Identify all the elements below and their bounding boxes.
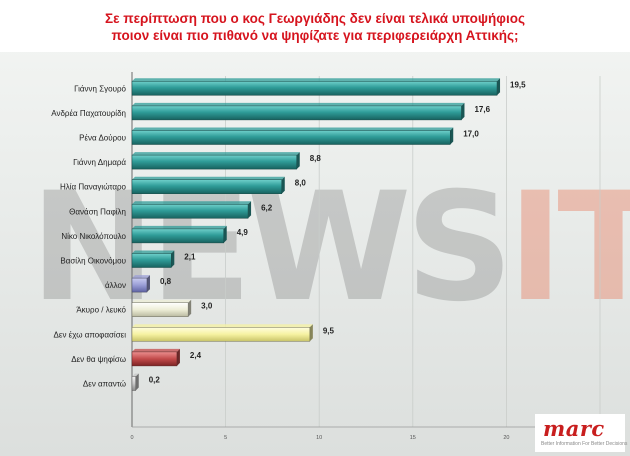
bar xyxy=(131,81,498,96)
category-label: Γιάννη Σγουρό xyxy=(74,84,126,93)
bar-side-8 xyxy=(146,275,150,293)
value-label: 8,8 xyxy=(310,154,322,163)
bar xyxy=(131,154,297,170)
category-label: Δεν απαντώ xyxy=(83,380,126,389)
category-label: Ρένα Δούρου xyxy=(79,134,126,143)
category-label: Ηλία Παναγιώταρο xyxy=(60,183,127,192)
x-tick-label: 10 xyxy=(316,435,322,441)
category-label: άλλον xyxy=(105,281,126,290)
brand-tagline: Better Information For Better Decisions xyxy=(541,441,628,447)
bar-side-0 xyxy=(497,78,501,96)
bars xyxy=(131,78,501,391)
bar-side-9 xyxy=(188,299,192,317)
bar xyxy=(131,302,189,317)
x-tick-label: 0 xyxy=(130,435,133,441)
bar-side-3 xyxy=(296,152,300,170)
brand-name: marc xyxy=(543,416,605,441)
bar-side-5 xyxy=(248,201,252,219)
category-label: Δεν έχω αποφασίσει xyxy=(54,330,127,339)
value-label: 2,4 xyxy=(190,351,202,360)
value-label: 0,2 xyxy=(149,376,161,385)
value-label: 0,8 xyxy=(160,277,172,286)
bar-side-4 xyxy=(281,176,285,194)
bar-top-12 xyxy=(132,373,139,377)
value-label: 17,0 xyxy=(463,130,479,139)
bar-top-11 xyxy=(132,348,180,352)
bar-top-3 xyxy=(132,152,300,156)
chart-title: Σε περίπτωση που ο κος Γεωργιάδης δεν εί… xyxy=(0,0,630,52)
bar xyxy=(131,277,148,293)
bar-side-6 xyxy=(223,225,227,243)
title-line-1: Σε περίπτωση που ο κος Γεωργιάδης δεν εί… xyxy=(105,11,525,26)
bar-top-8 xyxy=(132,275,150,279)
bar xyxy=(131,253,172,268)
category-label: Γιάννη Δημαρά xyxy=(73,158,126,167)
value-label: 9,5 xyxy=(323,326,335,335)
bar-side-11 xyxy=(176,348,180,366)
bar-top-4 xyxy=(132,176,285,180)
bar-side-12 xyxy=(135,373,139,391)
watermark-main-text: NEWS xyxy=(30,161,513,335)
bar xyxy=(131,179,283,194)
category-label: Θανάση Παφίλη xyxy=(69,207,126,216)
bar-top-10 xyxy=(132,324,313,328)
category-label: Δεν θα ψηφίσω xyxy=(71,355,126,364)
bar-top-5 xyxy=(132,201,252,205)
category-label: Άκυρο / λευκό xyxy=(76,306,126,315)
value-label: 2,1 xyxy=(184,253,196,262)
bar-top-2 xyxy=(132,127,454,131)
bar xyxy=(131,228,224,244)
value-label: 19,5 xyxy=(510,80,526,89)
bar-side-2 xyxy=(450,127,454,145)
bar-side-1 xyxy=(461,102,465,120)
axes xyxy=(131,72,600,428)
bar-side-7 xyxy=(171,250,175,268)
category-label: Ανδρέα Παχατουρίδη xyxy=(51,109,126,118)
bar xyxy=(131,130,451,145)
bar-side-10 xyxy=(309,324,313,342)
bar xyxy=(131,204,249,219)
bar xyxy=(131,105,462,121)
category-label: Βασίλη Οικονόμου xyxy=(60,257,126,266)
value-label: 8,0 xyxy=(295,179,307,188)
x-tick-label: 5 xyxy=(224,435,227,441)
bar-top-9 xyxy=(132,299,192,303)
bar xyxy=(131,327,311,342)
watermark-accent-text: IT xyxy=(507,161,630,335)
value-label: 4,9 xyxy=(237,228,249,237)
x-tick-label: 20 xyxy=(503,435,509,441)
title-line-2: ποιον είναι πιο πιθανό να ψηφίζατε για π… xyxy=(111,28,519,43)
bar xyxy=(131,376,136,391)
bar-top-6 xyxy=(132,225,227,229)
value-label: 3,0 xyxy=(201,302,213,311)
value-label: 17,6 xyxy=(474,105,490,114)
bar-top-1 xyxy=(132,102,465,106)
bar-top-0 xyxy=(132,78,501,82)
bar-top-7 xyxy=(132,250,175,254)
category-label: Νίκο Νικολόπουλο xyxy=(61,232,126,241)
newsit-watermark: NEWSIT xyxy=(30,168,630,328)
x-tick-label: 15 xyxy=(410,435,416,441)
bar xyxy=(131,351,178,367)
marc-logo: marc Better Information For Better Decis… xyxy=(535,414,628,452)
value-label: 6,2 xyxy=(261,203,273,212)
